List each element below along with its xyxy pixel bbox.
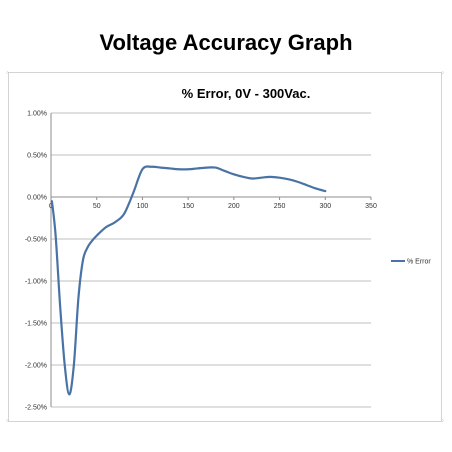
line-chart: % Error, 0V - 300Vac. 1.00% 0.50% 0.00% -0.5… xyxy=(25,86,432,412)
x-tick-label: 250 xyxy=(274,203,286,210)
y-tick-label: -2.00% xyxy=(25,363,47,370)
x-tick-label: 200 xyxy=(228,203,240,210)
y-tick-label: 0.50% xyxy=(27,153,47,160)
resize-handle-bottom-left[interactable]: ◦ xyxy=(6,416,9,425)
y-tick-label: -1.50% xyxy=(25,321,47,328)
page-title: Voltage Accuracy Graph xyxy=(99,30,353,55)
y-tick-label: 1.00% xyxy=(27,111,47,118)
x-tick-label: 50 xyxy=(93,203,101,210)
y-tick-label: -0.50% xyxy=(25,237,47,244)
y-tick-label: 0.00% xyxy=(27,195,47,202)
y-tick-label: -2.50% xyxy=(25,405,47,412)
x-tick-label: 0 xyxy=(49,203,53,210)
x-tick-label: 350 xyxy=(365,203,377,210)
resize-handle-top-right[interactable]: ◦ xyxy=(441,68,444,77)
x-tick-label: 300 xyxy=(319,203,331,210)
chart-title: % Error, 0V - 300Vac. xyxy=(182,86,311,101)
x-tick-label: 150 xyxy=(182,203,194,210)
y-tick-label: -1.00% xyxy=(25,279,47,286)
resize-handle-top-left[interactable]: ◦ xyxy=(6,68,9,77)
series-line xyxy=(50,165,327,396)
resize-handle-bottom-right[interactable]: ◦ xyxy=(441,416,444,425)
legend-label: % Error xyxy=(407,259,431,266)
x-tick-label: 100 xyxy=(137,203,149,210)
chart-frame: ◦ ◦ ◦ ◦ % Error, 0V - 300Vac. 1.00% 0.50% 0… xyxy=(6,68,444,425)
